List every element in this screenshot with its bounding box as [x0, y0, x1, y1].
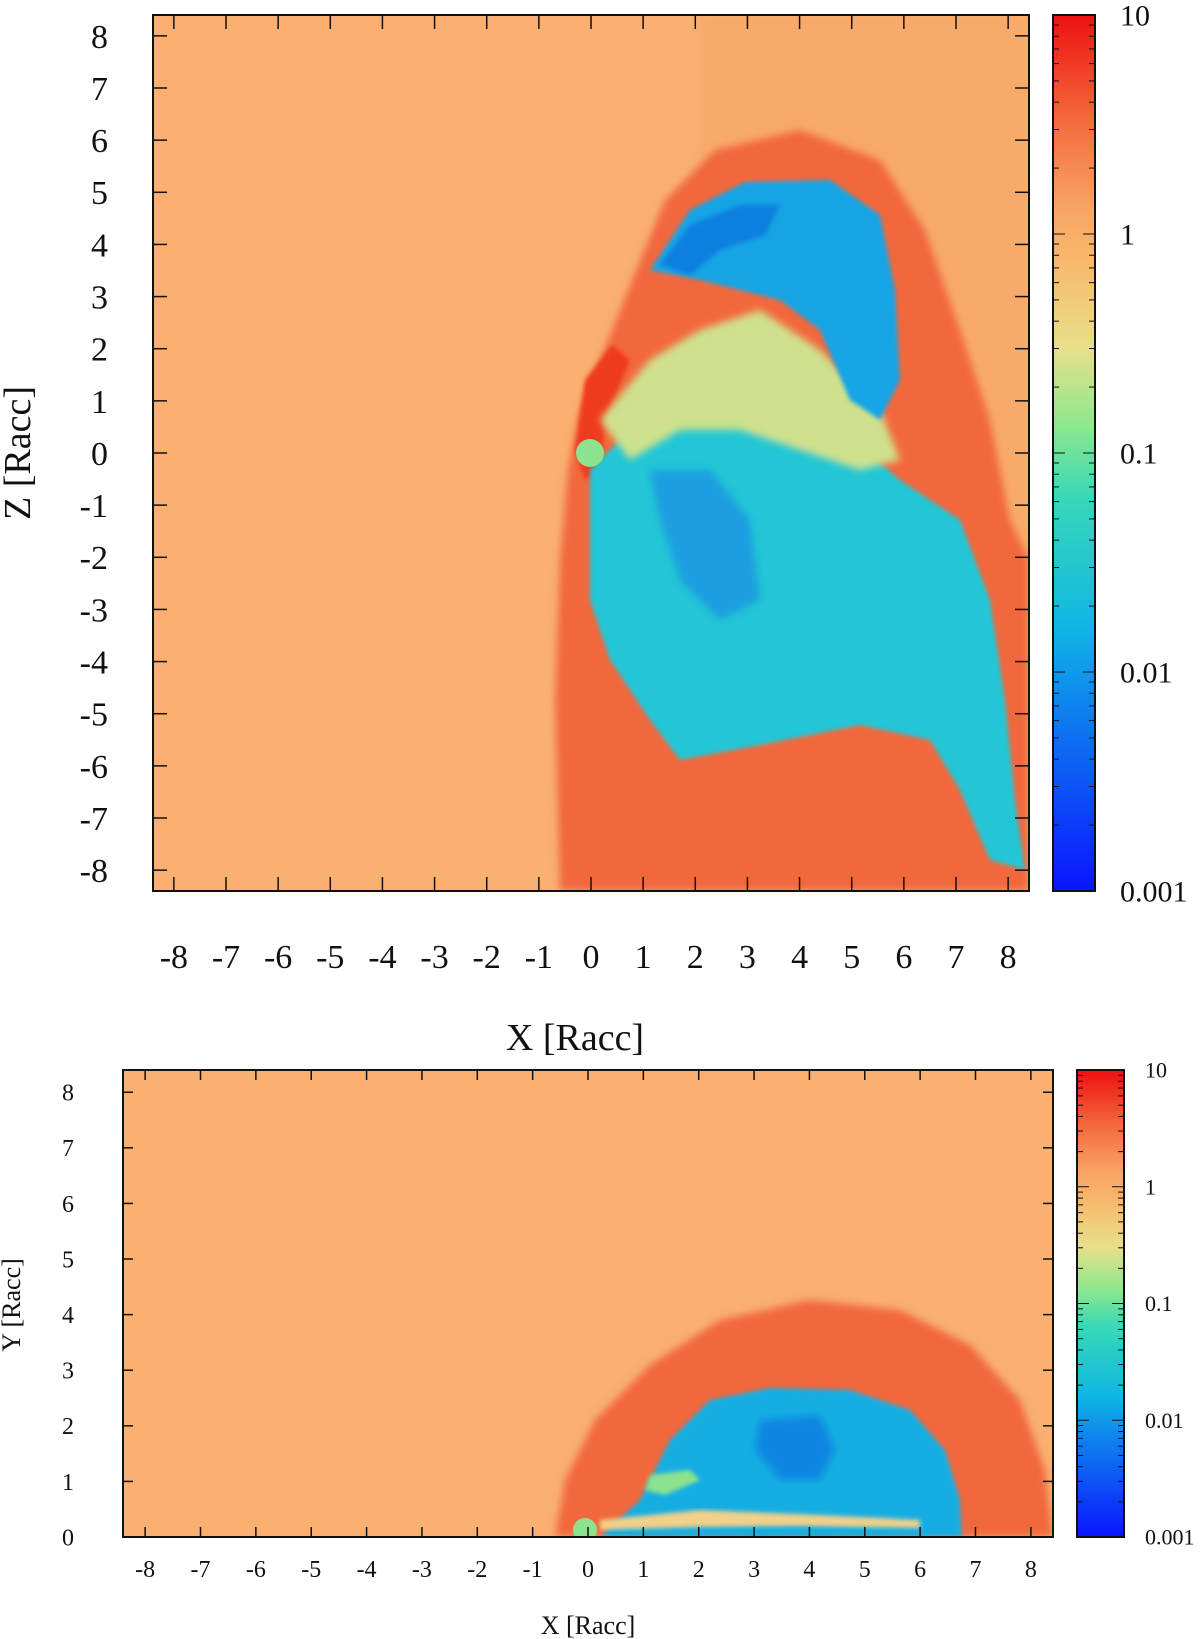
bottom-x-tick-label: 5: [859, 1557, 871, 1583]
bottom-filament-upper: [645, 1470, 700, 1495]
top-y-tick-marks: [153, 35, 1029, 871]
top-y-tick-label: -6: [80, 749, 108, 786]
bottom-colorbar-label: 1: [1145, 1174, 1156, 1199]
bottom-colorbar-label: 0.1: [1145, 1291, 1173, 1316]
top-colorbar-label: 1: [1120, 219, 1135, 252]
bottom-x-tick-label: -8: [135, 1557, 155, 1583]
top-colorbar-label: 10: [1120, 0, 1150, 33]
bottom-colorbar-label: 0.001: [1145, 1525, 1195, 1550]
bottom-x-tick-label: -5: [301, 1557, 321, 1583]
top-colorbar-ticks: [1053, 24, 1095, 892]
top-x-tick-label: -7: [212, 939, 240, 976]
top-y-axis-title: Z [Racc]: [0, 386, 39, 520]
bottom-y-tick-label: 6: [62, 1192, 74, 1218]
bottom-y-tick-label: 0: [62, 1525, 74, 1551]
top-x-tick-marks: [173, 15, 1009, 891]
bottom-x-tick-label: 4: [803, 1557, 815, 1583]
bottom-x-tick-label: -2: [467, 1557, 487, 1583]
top-y-tick-labels: 8 7 6 5 4 3 2 1 0 -1 -2 -3 -4 -5 -6 -7 -8: [80, 19, 108, 890]
bottom-colorbar-label: 10: [1145, 1058, 1167, 1083]
bottom-cavity-core: [755, 1415, 835, 1480]
top-x-tick-label: 1: [635, 939, 652, 976]
top-y-tick-label: 3: [91, 279, 108, 316]
bottom-filament-lower: [600, 1510, 920, 1530]
top-y-tick-label: -2: [80, 540, 108, 577]
bottom-x-tick-label: -3: [412, 1557, 432, 1583]
top-y-tick-label: -1: [80, 488, 108, 525]
top-y-tick-label: 7: [91, 71, 108, 108]
top-x-tick-label: -6: [264, 939, 292, 976]
top-colorbar-label: 0.1: [1120, 438, 1158, 471]
top-upper-core: [660, 205, 780, 275]
bottom-y-tick-marks: [123, 1091, 1053, 1538]
top-x-tick-label: -3: [420, 939, 448, 976]
bottom-x-tick-labels: -8 -7 -6 -5 -4 -3 -2 -1 0 1 2 3 4 5 6 7 8: [135, 1557, 1037, 1583]
top-x-axis-title: X [Racc]: [506, 1017, 644, 1059]
top-x-tick-label: 8: [1000, 939, 1017, 976]
bottom-y-tick-label: 2: [62, 1414, 74, 1440]
bottom-x-tick-label: 3: [748, 1557, 760, 1583]
top-x-tick-label: 6: [895, 939, 912, 976]
bottom-x-tick-label: 2: [693, 1557, 705, 1583]
bottom-accretor: [573, 1518, 597, 1537]
top-y-tick-label: 8: [91, 19, 108, 56]
bottom-heatmap-field: [123, 1070, 1053, 1537]
bottom-y-tick-label: 1: [62, 1470, 74, 1496]
top-y-tick-label: -5: [80, 697, 108, 734]
top-panel: -8 -7 -6 -5 -4 -3 -2 -1 0 1 2 3 4 5 6 7 8 876543210-1-2-…: [0, 0, 1188, 1059]
top-y-tick-label: -4: [80, 644, 108, 681]
top-x-tick-label: -2: [473, 939, 501, 976]
top-x-tick-label: -5: [316, 939, 344, 976]
bottom-colorbar-labels: 10 1 0.1 0.01 0.001: [1145, 1058, 1195, 1550]
bottom-y-tick-label: 3: [62, 1359, 74, 1385]
bottom-x-tick-label: 0: [582, 1557, 594, 1583]
top-lower-core: [650, 470, 760, 620]
bottom-y-tick-label: 7: [62, 1136, 74, 1162]
bottom-x-tick-label: 8: [1025, 1557, 1037, 1583]
top-x-tick-label: 4: [791, 939, 808, 976]
bottom-x-tick-marks: [144, 1070, 1032, 1537]
top-colorbar-label: 0.01: [1120, 657, 1173, 690]
top-x-tick-label: 2: [687, 939, 704, 976]
top-y-tick-label: 6: [91, 123, 108, 160]
top-x-tick-label: 5: [843, 939, 860, 976]
top-x-tick-label: -4: [368, 939, 396, 976]
top-colorbar-label: 0.001: [1120, 876, 1188, 909]
top-x-tick-labels: -8 -7 -6 -5 -4 -3 -2 -1 0 1 2 3 4 5 6 7 8: [160, 939, 1017, 976]
top-y-tick-label: -7: [80, 801, 108, 838]
top-y-tick-label: 5: [91, 175, 108, 212]
bottom-y-tick-label: 8: [62, 1081, 74, 1107]
top-y-tick-label: 1: [91, 384, 108, 421]
bottom-x-axis-title: X [Racc]: [541, 1611, 636, 1639]
bottom-y-axis-title: Y [Racc]: [0, 1258, 26, 1352]
top-x-tick-label: -8: [160, 939, 188, 976]
bottom-x-tick-label: 7: [970, 1557, 982, 1583]
top-y-tick-label: -8: [80, 853, 108, 890]
top-y-tick-label: 4: [91, 227, 108, 264]
top-x-tick-label: 3: [739, 939, 756, 976]
bottom-colorbar-ticks: [1077, 1074, 1124, 1538]
bottom-y-tick-labels: 8 7 6 5 4 3 2 1 0: [62, 1081, 74, 1552]
bottom-x-tick-label: -1: [523, 1557, 543, 1583]
top-transition-band: [600, 310, 900, 470]
bottom-x-tick-label: 1: [637, 1557, 649, 1583]
bottom-x-tick-label: 6: [914, 1557, 926, 1583]
top-y-tick-label: 0: [91, 436, 108, 473]
top-y-tick-label: 2: [91, 332, 108, 369]
top-y-tick-label: -3: [80, 592, 108, 629]
top-x-tick-label: 7: [948, 939, 965, 976]
bottom-x-tick-label: -7: [191, 1557, 211, 1583]
top-heatmap-field: [153, 15, 1029, 891]
bottom-colorbar-label: 0.01: [1145, 1408, 1184, 1433]
top-colorbar-labels: 10 1 0.1 0.01 0.001: [1120, 0, 1188, 909]
bottom-x-tick-label: -6: [246, 1557, 266, 1583]
bottom-y-tick-label: 5: [62, 1247, 74, 1273]
bottom-x-tick-label: -4: [357, 1557, 377, 1583]
top-x-tick-label: 0: [583, 939, 600, 976]
top-accretor: [576, 439, 604, 467]
top-x-tick-label: -1: [525, 939, 553, 976]
bottom-y-tick-label: 4: [62, 1303, 74, 1329]
